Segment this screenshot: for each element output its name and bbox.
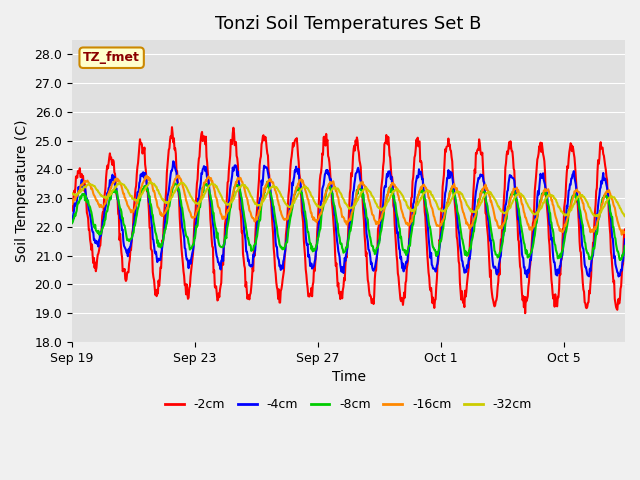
-16cm: [332, 184, 339, 190]
-32cm: [86, 181, 93, 187]
-32cm: [147, 179, 154, 185]
-32cm: [404, 205, 412, 211]
-8cm: [68, 220, 76, 226]
-2cm: [68, 208, 76, 214]
-2cm: [86, 227, 93, 233]
Line: -32cm: -32cm: [72, 182, 625, 216]
Line: -2cm: -2cm: [72, 127, 625, 313]
-2cm: [168, 124, 176, 130]
-2cm: [612, 300, 620, 306]
-2cm: [332, 252, 339, 258]
-2cm: [621, 227, 629, 232]
-16cm: [68, 201, 76, 207]
-4cm: [404, 251, 412, 256]
-16cm: [86, 181, 93, 187]
-32cm: [68, 191, 76, 196]
-8cm: [621, 243, 629, 249]
-8cm: [332, 207, 339, 213]
-8cm: [404, 246, 412, 252]
-2cm: [614, 299, 622, 305]
-4cm: [68, 219, 76, 225]
-32cm: [594, 214, 602, 219]
Title: Tonzi Soil Temperatures Set B: Tonzi Soil Temperatures Set B: [216, 15, 482, 33]
-4cm: [433, 263, 441, 268]
-32cm: [433, 201, 441, 207]
-4cm: [170, 158, 177, 164]
-32cm: [612, 196, 620, 202]
-2cm: [433, 276, 441, 282]
-16cm: [174, 173, 182, 179]
Text: TZ_fmet: TZ_fmet: [83, 51, 140, 64]
-2cm: [404, 256, 412, 262]
-4cm: [614, 270, 622, 276]
Line: -8cm: -8cm: [72, 182, 625, 260]
Legend: -2cm, -4cm, -8cm, -16cm, -32cm: -2cm, -4cm, -8cm, -16cm, -32cm: [160, 394, 537, 417]
Y-axis label: Soil Temperature (C): Soil Temperature (C): [15, 120, 29, 262]
-2cm: [522, 311, 529, 316]
-4cm: [524, 274, 531, 280]
-32cm: [621, 214, 629, 219]
-32cm: [614, 201, 622, 206]
-16cm: [611, 204, 619, 210]
Line: -16cm: -16cm: [72, 176, 625, 235]
-16cm: [618, 232, 626, 238]
-32cm: [332, 185, 339, 191]
-4cm: [612, 261, 620, 267]
X-axis label: Time: Time: [332, 370, 365, 384]
-16cm: [614, 217, 621, 223]
-16cm: [404, 222, 412, 228]
-4cm: [86, 209, 93, 215]
-8cm: [433, 249, 441, 255]
-8cm: [614, 248, 621, 254]
-4cm: [332, 213, 339, 219]
-16cm: [433, 223, 441, 229]
-16cm: [621, 229, 629, 235]
-8cm: [264, 179, 271, 185]
-8cm: [611, 234, 619, 240]
-8cm: [86, 203, 93, 209]
-4cm: [621, 236, 629, 242]
Line: -4cm: -4cm: [72, 161, 625, 277]
-8cm: [616, 257, 624, 263]
